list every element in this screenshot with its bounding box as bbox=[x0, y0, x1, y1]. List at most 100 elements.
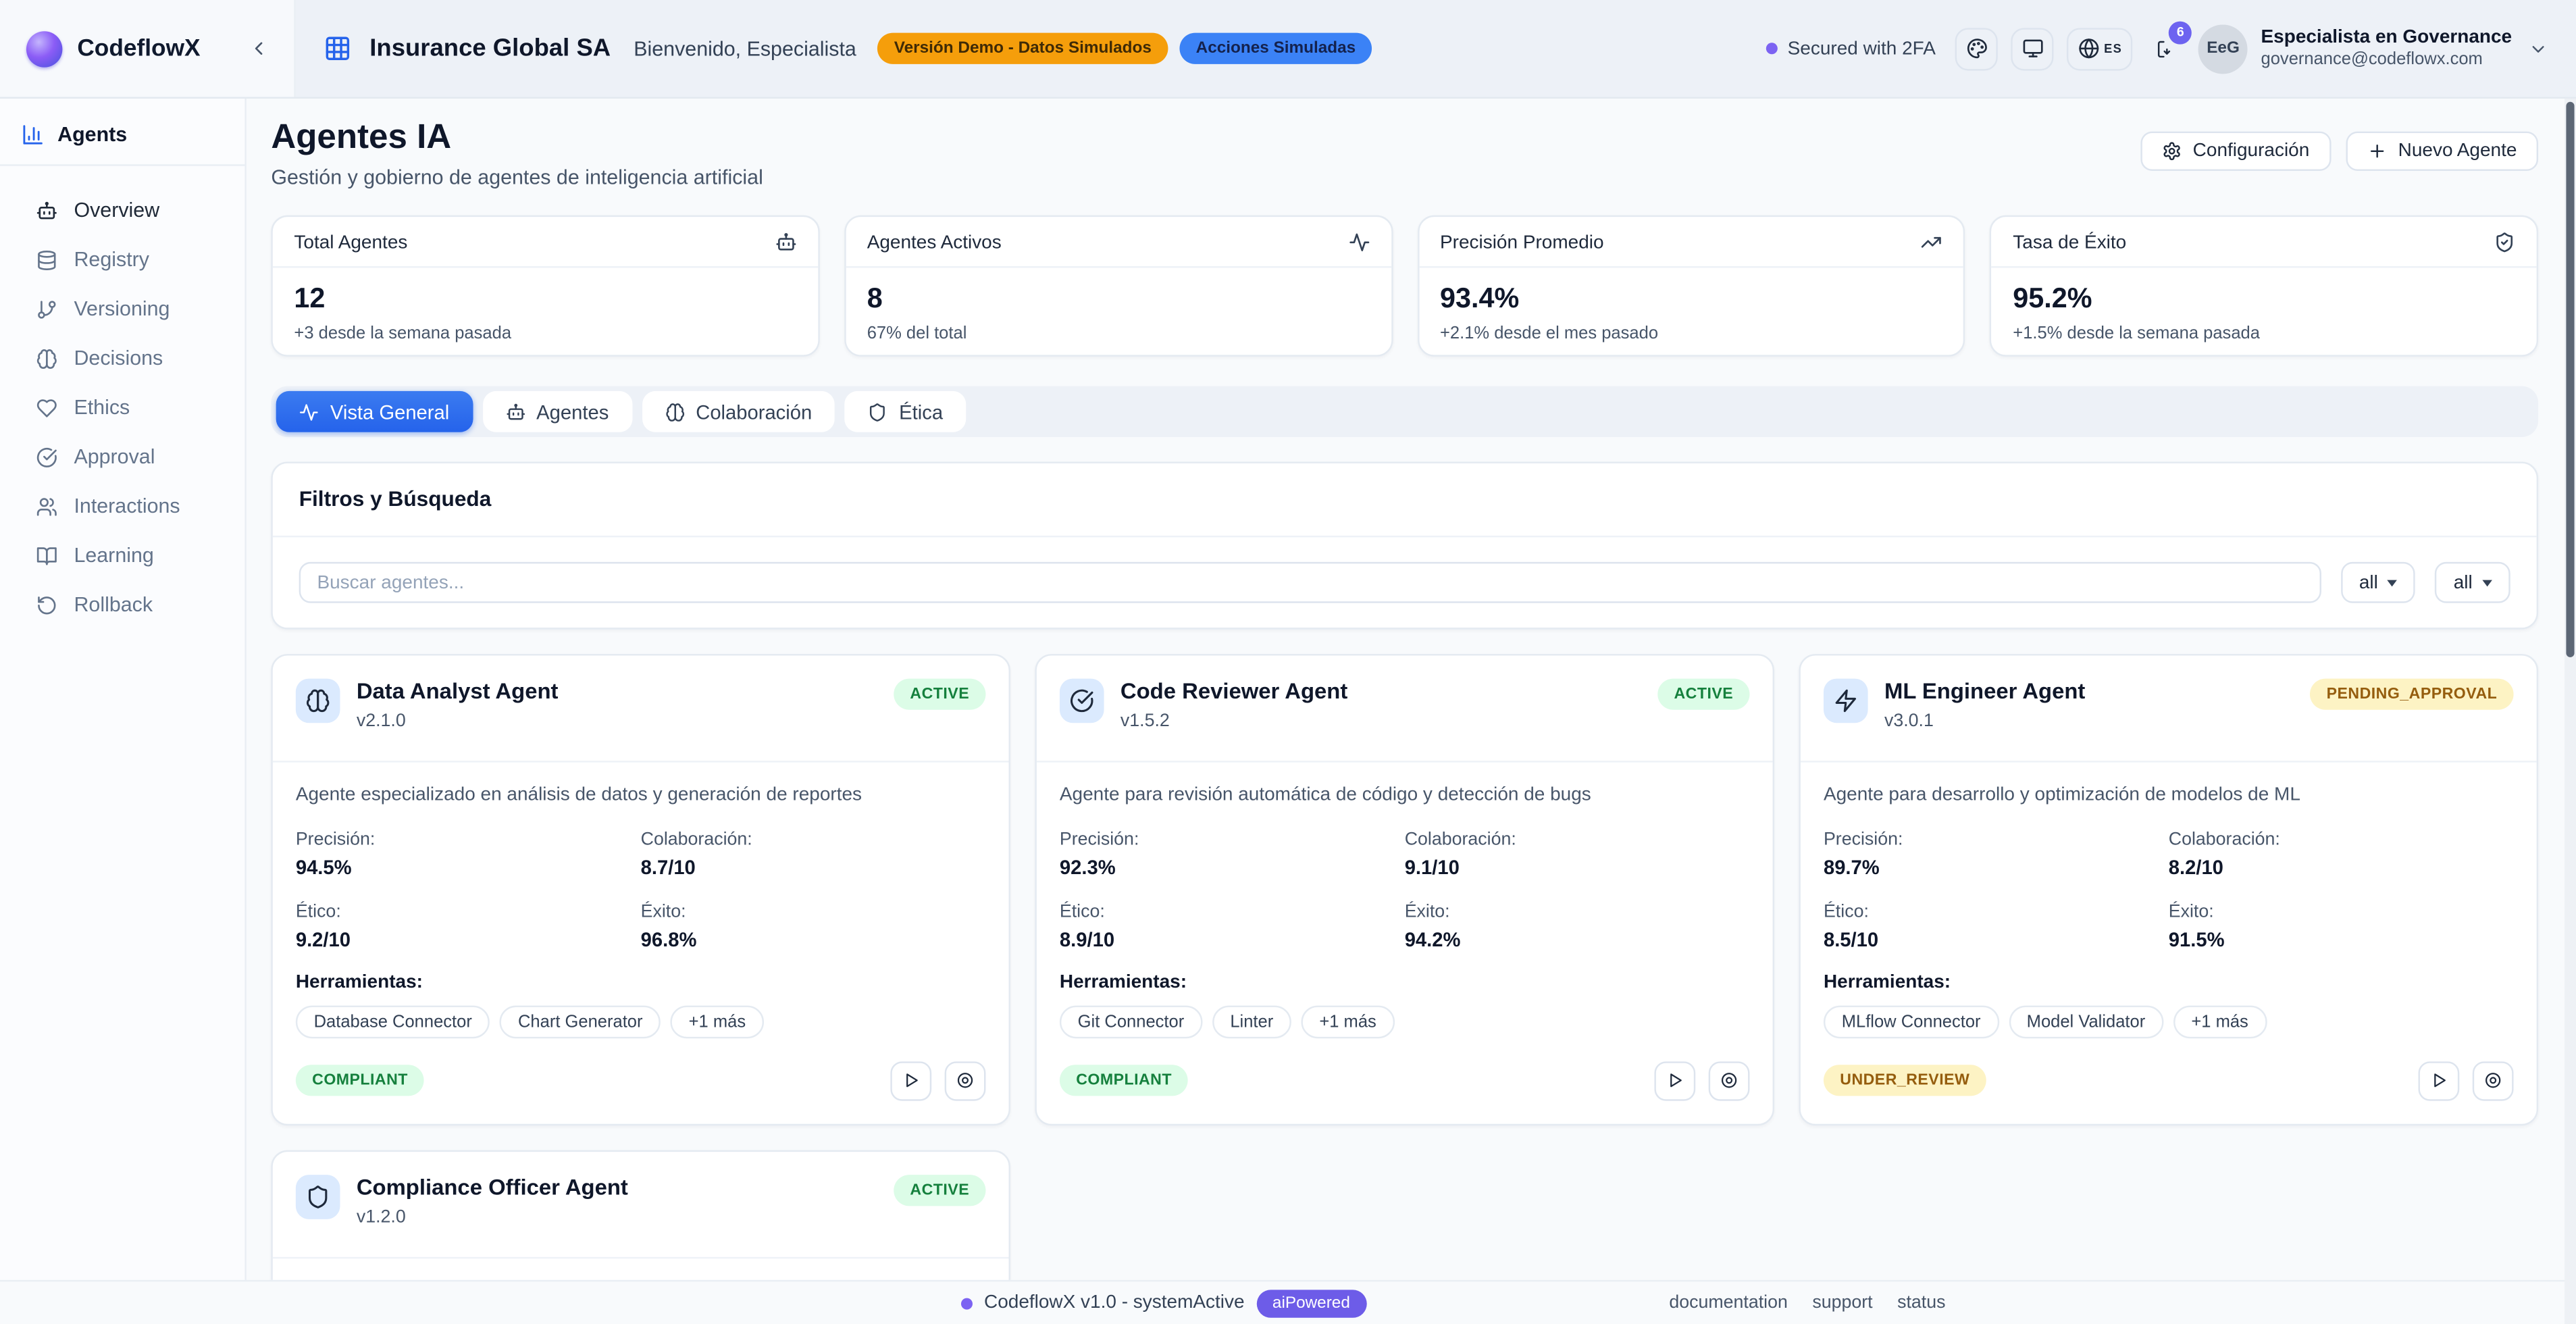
bot-icon bbox=[36, 200, 58, 222]
gear-icon bbox=[2161, 141, 2181, 161]
globe-icon bbox=[2078, 38, 2099, 59]
agent-name: ML Engineer Agent bbox=[1884, 678, 2086, 704]
filters-card: Filtros y Búsqueda all all bbox=[271, 461, 2539, 630]
metric-value: 94.2% bbox=[1404, 927, 1461, 951]
sidebar-item-versioning[interactable]: Versioning bbox=[0, 284, 244, 334]
agent-name: Compliance Officer Agent bbox=[356, 1174, 628, 1199]
stat-card-total-agents: Total Agentes 12 +3 desde la semana pasad… bbox=[271, 215, 820, 357]
footer-link-support[interactable]: support bbox=[1812, 1293, 1873, 1313]
metric-label: Éxito: bbox=[1404, 901, 1450, 921]
metric-value: 8.2/10 bbox=[2168, 855, 2223, 879]
view-agent-button[interactable] bbox=[2472, 1061, 2514, 1100]
zap-icon bbox=[1823, 678, 1868, 723]
run-agent-button[interactable] bbox=[2418, 1061, 2460, 1100]
tool-tag-more[interactable]: +1 más bbox=[2173, 1004, 2267, 1038]
sidebar-item-approval[interactable]: Approval bbox=[0, 432, 244, 482]
agent-card-data-analyst: Data Analyst Agent v2.1.0 ACTIVE Agente … bbox=[271, 654, 1010, 1125]
activity-icon bbox=[299, 402, 319, 422]
brand-name: CodeflowX bbox=[77, 35, 201, 62]
tool-tag-more[interactable]: +1 más bbox=[670, 1004, 764, 1038]
metric-value: 89.7% bbox=[1823, 855, 1880, 879]
sidebar-item-registry[interactable]: Registry bbox=[0, 235, 244, 284]
tool-tag-more[interactable]: +1 más bbox=[1301, 1004, 1395, 1038]
main-content: Agentes IA Gestión y gobierno de agentes… bbox=[247, 99, 2576, 1324]
sidebar-item-learning[interactable]: Learning bbox=[0, 531, 244, 580]
metric-label: Colaboración: bbox=[640, 829, 752, 849]
new-agent-button[interactable]: Nuevo Agente bbox=[2345, 131, 2539, 171]
notifications-button[interactable]: 6 bbox=[2146, 20, 2192, 70]
metric-label: Precisión: bbox=[1823, 829, 1903, 849]
type-filter-select[interactable]: all bbox=[2435, 562, 2510, 604]
sidebar-item-rollback[interactable]: Rollback bbox=[0, 580, 244, 630]
compliance-badge: COMPLIANT bbox=[295, 1065, 425, 1096]
filters-title: Filtros y Búsqueda bbox=[299, 486, 492, 511]
brain-icon bbox=[665, 402, 684, 422]
tab-etica[interactable]: Ética bbox=[844, 391, 967, 433]
top-bar: CodeflowX Insurance Global SA Bienvenido… bbox=[0, 0, 2576, 99]
simulated-actions-badge: Acciones Simuladas bbox=[1179, 32, 1372, 64]
stat-label: Tasa de Éxito bbox=[2013, 232, 2127, 253]
play-icon bbox=[902, 1071, 920, 1090]
run-agent-button[interactable] bbox=[1654, 1061, 1696, 1100]
sidebar-item-overview[interactable]: Overview bbox=[0, 186, 244, 235]
notification-count-badge: 6 bbox=[2169, 20, 2192, 44]
footer-link-status[interactable]: status bbox=[1897, 1293, 1946, 1313]
tool-tag: Model Validator bbox=[2008, 1004, 2164, 1038]
demo-version-badge: Versión Demo - Datos Simulados bbox=[877, 32, 1168, 64]
database-icon bbox=[36, 249, 58, 271]
stats-row: Total Agentes 12 +3 desde la semana pasad… bbox=[271, 215, 2539, 357]
stat-subtext: +1.5% desde la semana pasada bbox=[2013, 324, 2260, 344]
top-bar-main: Insurance Global SA Bienvenido, Especial… bbox=[295, 0, 2576, 97]
sidebar-item-ethics[interactable]: Ethics bbox=[0, 383, 244, 432]
scrollbar-thumb[interactable] bbox=[2566, 101, 2575, 657]
tool-tag: Database Connector bbox=[295, 1004, 490, 1038]
stat-value: 95.2% bbox=[2013, 282, 2092, 314]
sidebar-item-decisions[interactable]: Decisions bbox=[0, 334, 244, 383]
trending-up-icon bbox=[1921, 232, 1942, 253]
status-filter-select[interactable]: all bbox=[2341, 562, 2416, 604]
page-subtitle: Gestión y gobierno de agentes de intelig… bbox=[271, 166, 763, 190]
configuration-button[interactable]: Configuración bbox=[2140, 131, 2331, 171]
tools-label: Herramientas: bbox=[1823, 972, 1951, 992]
agent-card-code-reviewer: Code Reviewer Agent v1.5.2 ACTIVE Agente… bbox=[1035, 654, 1774, 1125]
view-agent-button[interactable] bbox=[944, 1061, 986, 1100]
sidebar-item-interactions[interactable]: Interactions bbox=[0, 482, 244, 531]
stat-subtext: 67% del total bbox=[867, 324, 967, 344]
chevron-down-icon bbox=[2482, 579, 2492, 586]
tab-colaboracion[interactable]: Colaboración bbox=[641, 391, 835, 433]
search-input[interactable] bbox=[299, 562, 2321, 604]
user-menu-chevron[interactable] bbox=[2525, 35, 2552, 61]
user-meta[interactable]: Especialista en Governance governance@co… bbox=[2261, 26, 2513, 71]
plus-icon bbox=[2367, 141, 2386, 161]
bot-icon bbox=[505, 402, 525, 422]
sidebar-collapse-button[interactable] bbox=[244, 34, 272, 62]
footer: CodeflowX v1.0 - systemActive aiPowered … bbox=[0, 1279, 2576, 1324]
avatar[interactable]: EeG bbox=[2198, 24, 2248, 74]
sidebar-section-label: Agents bbox=[57, 123, 128, 147]
agent-status-badge: ACTIVE bbox=[1657, 678, 1750, 711]
footer-link-documentation[interactable]: documentation bbox=[1669, 1293, 1788, 1313]
scrollbar[interactable] bbox=[2564, 98, 2576, 1324]
brand-area: CodeflowX bbox=[0, 0, 296, 97]
footer-system-status: CodeflowX v1.0 - systemActive aiPowered bbox=[960, 1281, 1367, 1324]
agent-version: v2.1.0 bbox=[356, 712, 406, 732]
tab-vista-general[interactable]: Vista General bbox=[276, 391, 473, 433]
tab-agentes[interactable]: Agentes bbox=[482, 391, 632, 433]
app-grid-icon[interactable] bbox=[324, 34, 351, 62]
theme-palette-button[interactable] bbox=[1955, 27, 1999, 70]
agent-status-badge: ACTIVE bbox=[894, 678, 986, 711]
bar-chart-icon bbox=[22, 123, 45, 146]
language-button[interactable]: ES bbox=[2067, 27, 2133, 70]
tool-tag: MLflow Connector bbox=[1823, 1004, 1999, 1038]
monitor-icon bbox=[2022, 38, 2044, 59]
stat-card-avg-precision: Precisión Promedio 93.4% +2.1% desde el m… bbox=[1416, 215, 1965, 357]
greeting-text: Bienvenido, Especialista bbox=[634, 36, 856, 60]
metric-value: 96.8% bbox=[640, 927, 697, 951]
tools-label: Herramientas: bbox=[1059, 972, 1187, 992]
view-agent-button[interactable] bbox=[1708, 1061, 1750, 1100]
run-agent-button[interactable] bbox=[890, 1061, 932, 1100]
metric-label: Precisión: bbox=[1059, 829, 1139, 849]
stat-label: Agentes Activos bbox=[867, 232, 1002, 253]
display-mode-button[interactable] bbox=[2011, 27, 2055, 70]
